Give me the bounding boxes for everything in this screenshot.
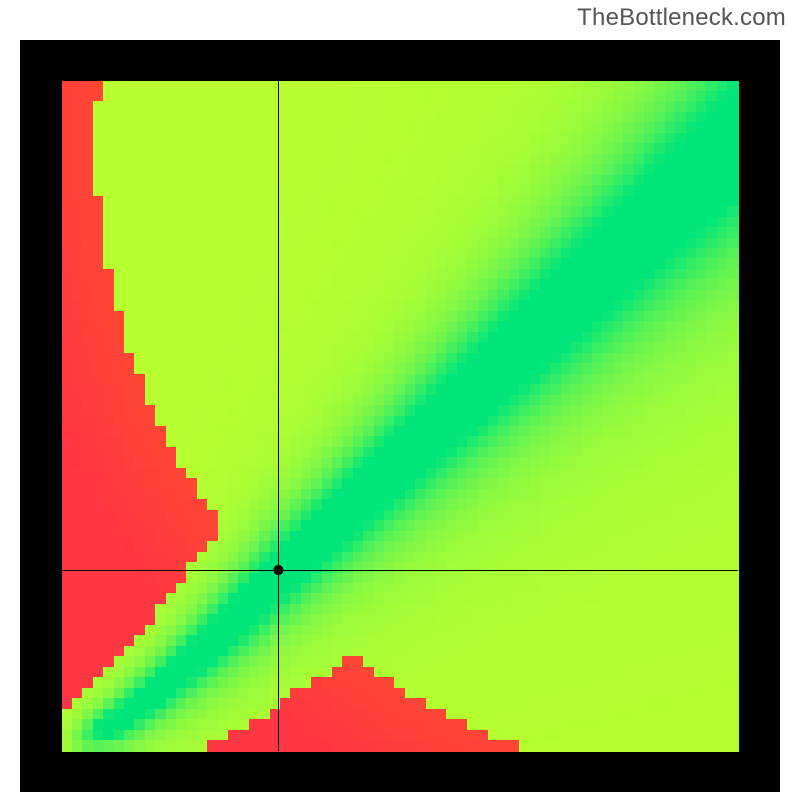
- watermark-text: TheBottleneck.com: [577, 4, 786, 32]
- bottleneck-heatmap: [20, 40, 780, 792]
- chart-container: TheBottleneck.com: [0, 0, 800, 800]
